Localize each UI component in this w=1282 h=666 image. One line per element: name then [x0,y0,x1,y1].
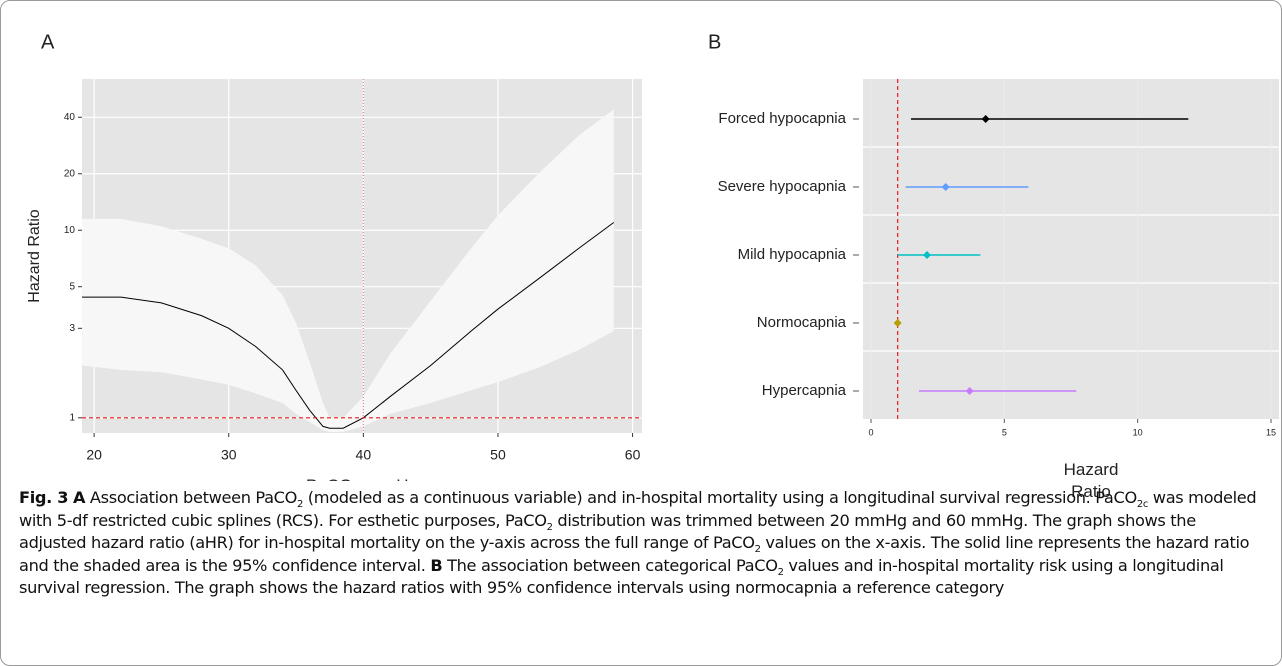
y-tick-label: 5 [69,281,75,292]
point [941,183,950,191]
caption-run: was modeled with 5-df restricted cubic s… [19,488,1257,530]
x-tick-label: 40 [356,447,372,463]
x-tick-label: 20 [86,447,102,463]
caption-run: A [72,488,86,507]
caption: Fig. 3 A Association between PaCO2 (mode… [19,487,1264,600]
point [923,251,931,259]
caption-run: values and in-hospital mortality risk us… [19,555,1224,598]
category-label: Forced hypocapnia [718,110,846,127]
caption-run: The association between categorical PaCO [442,555,778,575]
caption-run: distribution was trimmed between 20 mmHg… [19,510,1196,553]
caption-run: values on the x-axis. The solid line rep… [19,533,1250,575]
category-label: Mild hypocapnia [738,246,847,263]
y-tick-label: 1 [69,412,75,423]
confidence-band [82,109,614,433]
x-tick-label: 5 [1002,427,1007,437]
caption-run: (modeled as a continuous variable) and i… [303,488,1137,507]
category-label: Normocapnia [757,314,847,331]
y-tick-label: 3 [69,323,75,334]
category-label: Severe hypocapnia [718,178,847,195]
x-axis-label: Hazard Ratio [1063,460,1119,501]
x-tick-label: 0 [868,427,873,437]
x-tick-label: 30 [221,447,237,463]
caption-run: 2c [1136,499,1149,511]
caption-run: 2 [777,566,784,578]
x-tick-label: 50 [490,447,506,463]
caption-run: 2 [546,521,553,533]
y-tick-label: 40 [64,112,76,123]
plot-background [863,79,1279,419]
caption-run: Association between PaCO [85,488,297,507]
caption-run: Fig. 3 [19,488,69,507]
caption-run: 2 [754,544,761,556]
category-label: Hypercapnia [762,382,847,399]
caption-run: B [430,555,443,575]
y-tick-label: 10 [64,225,76,236]
caption-run: 2 [297,499,304,511]
x-tick-label: 60 [625,447,641,463]
y-axis-label: Hazard Ratio [26,209,43,302]
hazard-line [82,222,615,429]
x-axis-label: PaCO2, mmHg [306,476,418,481]
x-axis-label-part: PaCO [306,476,352,481]
x-tick-label: 15 [1266,427,1276,437]
panel-label: B [708,31,721,53]
point [981,115,990,123]
point [965,387,974,395]
point [893,319,902,327]
x-tick-label: 10 [1133,427,1143,437]
y-tick-label: 20 [64,168,76,179]
x-axis-label-part: , mmHg [358,476,418,481]
panel-label: A [41,31,55,53]
